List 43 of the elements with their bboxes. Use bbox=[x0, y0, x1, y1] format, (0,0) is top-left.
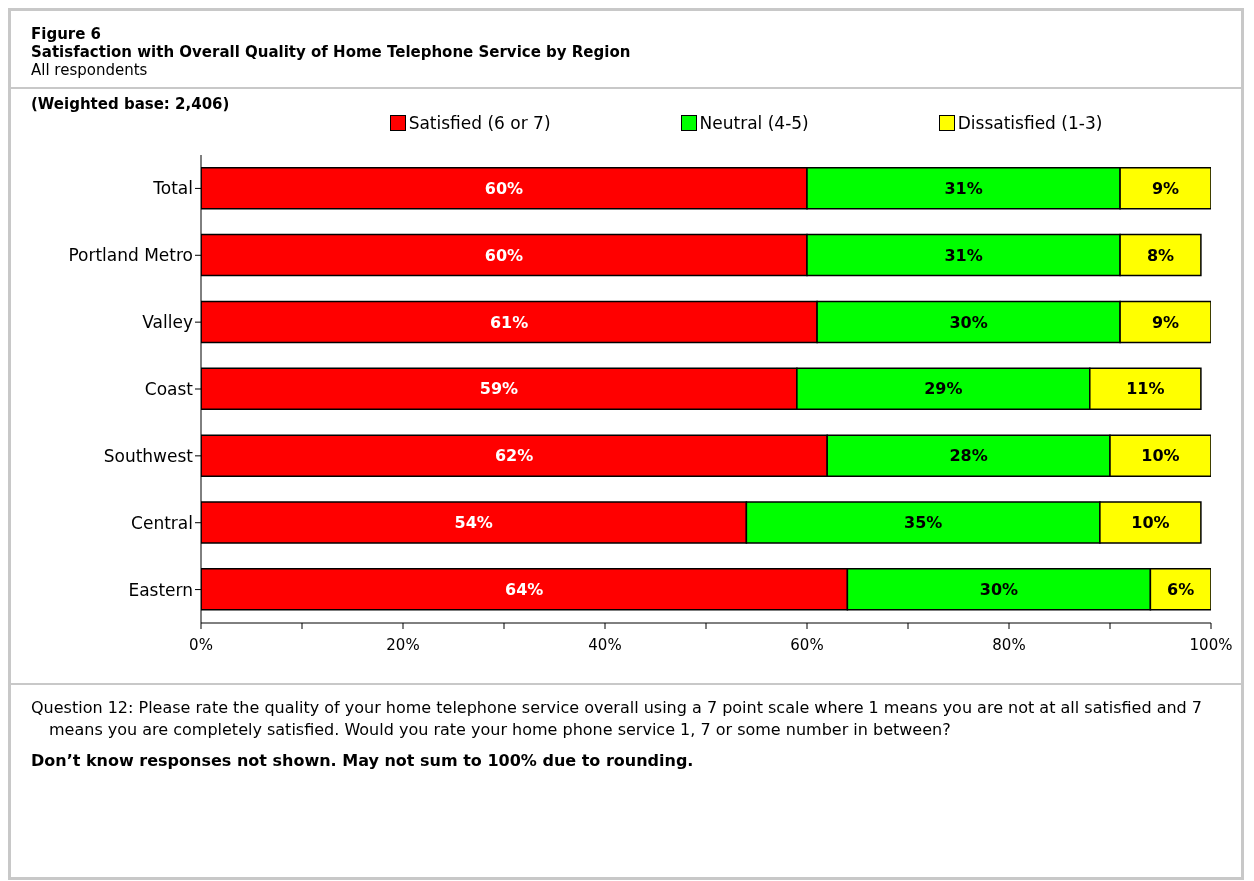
chart-subtitle: Satisfaction with Overall Quality of Home Telephone Service by Region bbox=[31, 43, 632, 61]
data-label: 54% bbox=[454, 513, 493, 533]
data-label: 30% bbox=[949, 312, 988, 332]
y-tick-label: Southwest bbox=[103, 445, 194, 466]
data-label: 31% bbox=[944, 245, 983, 265]
data-label: 60% bbox=[484, 245, 524, 265]
legend-label: Neutral (4-5) bbox=[698, 113, 809, 133]
y-tick-label: Valley bbox=[142, 312, 193, 333]
data-label: 62% bbox=[494, 446, 534, 466]
data-label: 59% bbox=[479, 379, 519, 399]
text: Don’t know responses not shown. May not sum to 100% due to rounding. bbox=[30, 750, 695, 770]
data-label: 64% bbox=[505, 580, 544, 600]
data-label: 31% bbox=[944, 178, 983, 198]
data-label: 60% bbox=[484, 178, 524, 198]
legend-label: Satisfied (6 or 7) bbox=[407, 113, 551, 133]
data-label: 61% bbox=[489, 312, 529, 332]
data-label: 10% bbox=[1141, 446, 1180, 466]
y-tick-label: Coast bbox=[144, 379, 194, 400]
text: Figure 6 bbox=[31, 25, 103, 43]
y-tick-label: Total bbox=[152, 178, 193, 199]
y-tick-label: Eastern bbox=[128, 579, 193, 600]
data-label: 11% bbox=[1126, 379, 1165, 399]
data-label: 28% bbox=[949, 446, 988, 466]
x-tick-label: 20% bbox=[386, 635, 420, 654]
data-label: 35% bbox=[904, 513, 943, 533]
x-tick-label: 100% bbox=[1189, 635, 1233, 654]
x-tick-label: 40% bbox=[588, 635, 622, 654]
x-tick-label: 60% bbox=[790, 635, 824, 654]
data-label: 30% bbox=[979, 580, 1019, 600]
y-tick-label: Central bbox=[131, 512, 193, 533]
data-label: 29% bbox=[924, 379, 963, 399]
data-label: 8% bbox=[1146, 245, 1175, 265]
y-tick-label: Portland Metro bbox=[68, 245, 193, 266]
legend-label: Dissatisfied (1-3) bbox=[956, 113, 1103, 133]
data-label: 9% bbox=[1151, 312, 1180, 332]
text: (Weighted base: 2,406) bbox=[11, 87, 1241, 113]
text: Question 12: Please rate the quality of your home telephone service overall using a 7 point scale where 1 means you are not at all satisfied and 7 means you are completely satisfied. Would you rate your home phone service 1, 7 or some number in between? bbox=[30, 697, 1204, 741]
x-tick-label: 0% bbox=[189, 635, 213, 654]
data-label: 9% bbox=[1151, 178, 1180, 198]
data-label: 10% bbox=[1131, 513, 1170, 533]
text: All respondents bbox=[31, 61, 149, 79]
data-label: 6% bbox=[1167, 580, 1195, 600]
x-tick-label: 80% bbox=[992, 635, 1026, 654]
